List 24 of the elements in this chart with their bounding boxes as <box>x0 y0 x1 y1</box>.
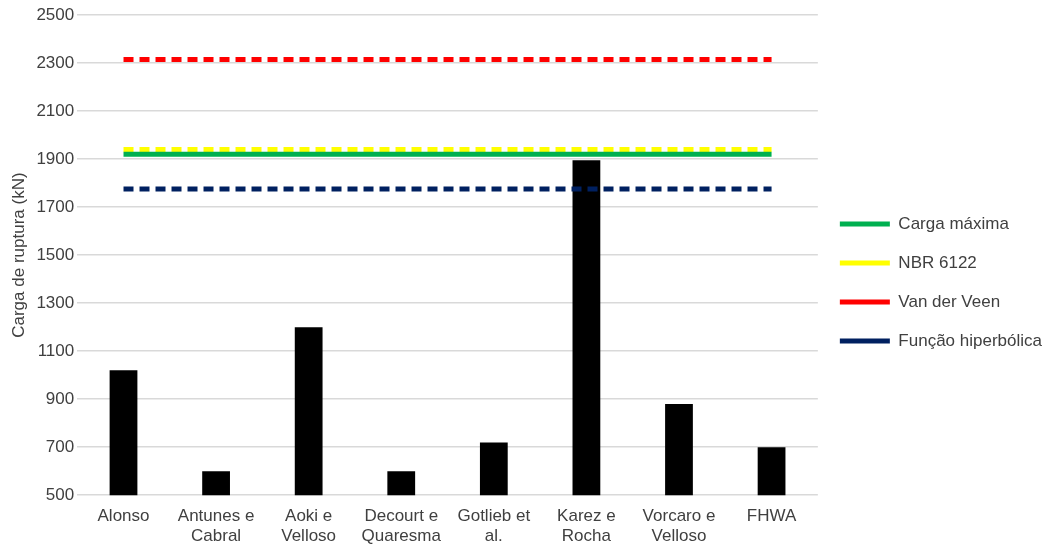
y-tick-label: 700 <box>45 436 75 456</box>
x-tick-label: Antunes e Cabral <box>177 506 255 546</box>
x-tick-label: Vorcaro e Velloso <box>642 506 716 546</box>
legend-label: Função hiperbólica <box>898 330 1043 350</box>
x-tick-label: Gotlieb et al. <box>457 506 531 546</box>
x-tick-label: Decourt e Quaresma <box>361 506 442 546</box>
y-tick-label: 2300 <box>36 52 75 72</box>
y-tick-label: 2100 <box>36 100 75 120</box>
x-tick-label: Karez e Rocha <box>557 506 616 546</box>
y-axis-title: Carga de ruptura (kN) <box>8 172 28 338</box>
legend-label: Carga máxima <box>898 213 1010 233</box>
y-tick-label: 2500 <box>36 4 75 24</box>
legend-label: Van der Veen <box>898 291 1001 311</box>
x-tick-label: Alonso <box>97 506 150 526</box>
y-tick-label: 900 <box>45 388 75 408</box>
y-tick-label: 500 <box>45 484 75 504</box>
x-tick-label: FHWA <box>746 506 797 526</box>
x-tick-label: Aoki e Velloso <box>281 506 337 546</box>
y-tick-label: 1500 <box>36 244 75 264</box>
legend-label: NBR 6122 <box>898 252 977 272</box>
y-tick-label: 1700 <box>36 196 75 216</box>
y-tick-label: 1300 <box>36 292 75 312</box>
y-tick-label: 1900 <box>36 148 75 168</box>
y-tick-label: 1100 <box>37 340 75 360</box>
